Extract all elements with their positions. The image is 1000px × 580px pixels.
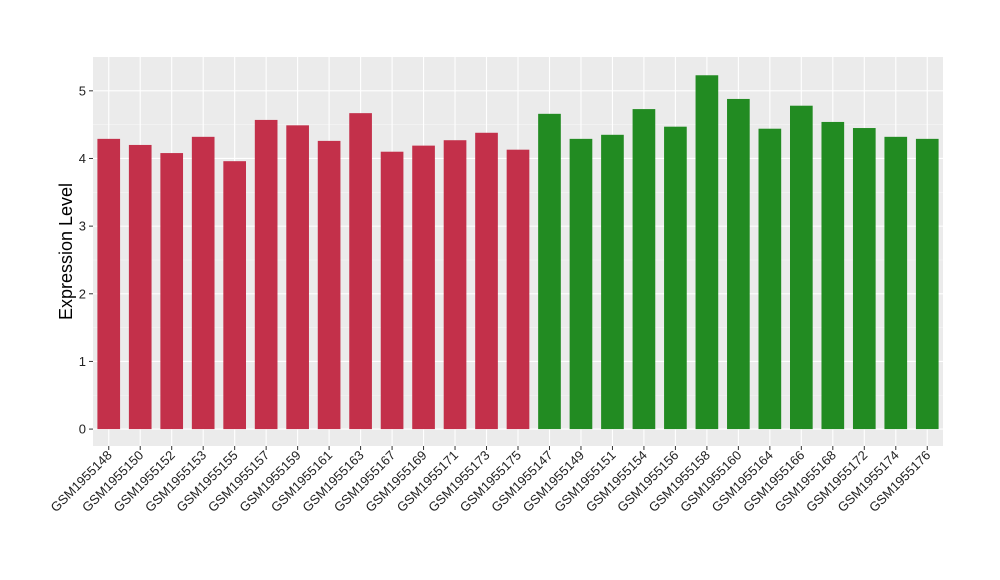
bar-GSM1955173: [475, 132, 498, 430]
bar-GSM1955166: [790, 105, 813, 430]
bar-GSM1955154: [632, 109, 656, 430]
y-tick-label: 4: [79, 151, 86, 166]
bar-GSM1955157: [254, 119, 278, 430]
bar-GSM1955159: [286, 125, 309, 430]
bar-GSM1955152: [160, 153, 184, 430]
bar-GSM1955153: [191, 136, 215, 430]
x-axis: GSM1955148GSM1955150GSM1955152GSM1955153…: [48, 446, 933, 515]
bar-GSM1955174: [884, 136, 908, 430]
bar-GSM1955171: [443, 140, 467, 430]
y-tick-label: 3: [79, 219, 86, 234]
bar-GSM1955176: [915, 138, 939, 430]
bar-GSM1955151: [601, 134, 624, 430]
bar-GSM1955175: [506, 149, 530, 430]
bar-GSM1955150: [128, 144, 152, 430]
bar-GSM1955163: [349, 113, 372, 430]
bar-GSM1955149: [569, 138, 593, 430]
y-axis-title: Expression Level: [56, 183, 76, 320]
y-tick-label: 1: [79, 354, 86, 369]
bar-GSM1955164: [758, 128, 782, 430]
bar-GSM1955161: [317, 140, 341, 430]
y-axis: 0 1 2 3 4 5: [79, 83, 93, 437]
bar-GSM1955147: [538, 113, 561, 430]
y-tick-label: 5: [79, 83, 86, 98]
bar-GSM1955167: [380, 151, 404, 430]
bars: [97, 75, 939, 430]
bar-GSM1955155: [223, 161, 246, 430]
y-tick-label: 0: [79, 422, 86, 437]
y-tick-label: 2: [79, 286, 86, 301]
bar-GSM1955156: [664, 126, 687, 430]
bar-GSM1955160: [727, 98, 750, 430]
bar-GSM1955148: [97, 138, 121, 430]
bar-GSM1955169: [412, 145, 435, 430]
bar-GSM1955172: [852, 128, 876, 430]
bar-GSM1955158: [695, 75, 719, 430]
bar-GSM1955168: [821, 121, 845, 430]
